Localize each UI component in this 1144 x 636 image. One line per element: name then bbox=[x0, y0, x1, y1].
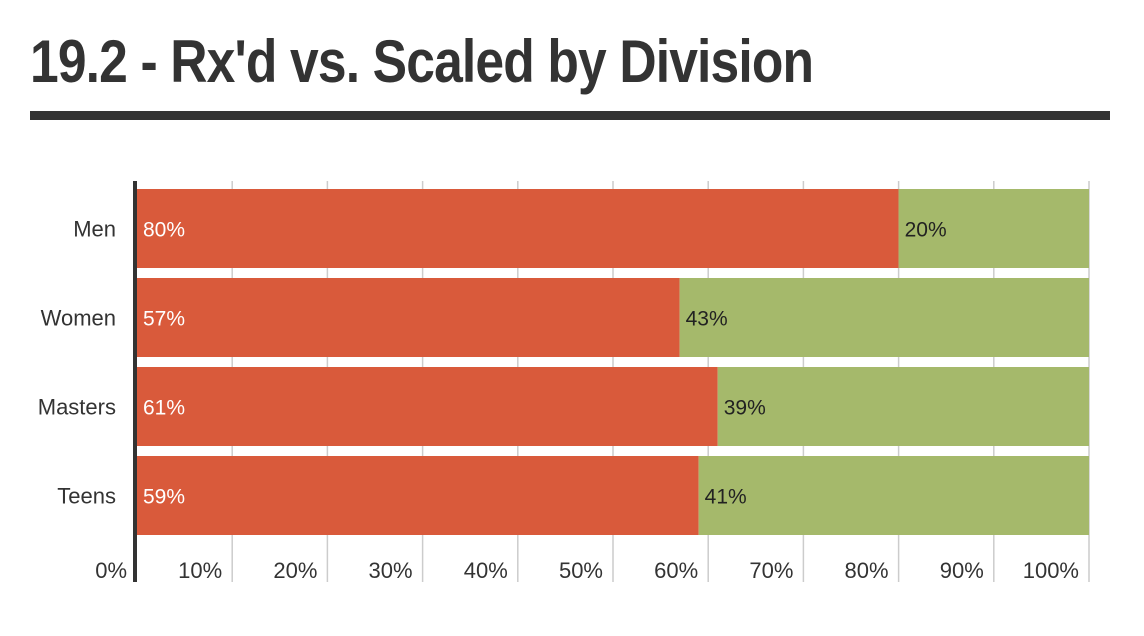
data-label: 80% bbox=[143, 219, 185, 242]
x-tick-label: 40% bbox=[464, 558, 508, 583]
x-tick-label: 70% bbox=[749, 558, 793, 583]
x-tick-label: 90% bbox=[940, 558, 984, 583]
data-label: 43% bbox=[686, 308, 728, 331]
bars bbox=[137, 189, 1089, 535]
bar-segment bbox=[717, 367, 1089, 446]
x-tick-label: 100% bbox=[1023, 558, 1079, 583]
bar-segment bbox=[137, 189, 899, 268]
category-labels: Men Women Masters Teens bbox=[38, 217, 116, 509]
bar-segment bbox=[137, 456, 699, 535]
x-tick-label: 50% bbox=[559, 558, 603, 583]
x-tick-label: 20% bbox=[273, 558, 317, 583]
data-label: 57% bbox=[143, 308, 185, 331]
chart-title: 19.2 - Rx'd vs. Scaled by Division bbox=[30, 28, 814, 95]
data-label: 59% bbox=[143, 486, 185, 509]
title-underline bbox=[30, 111, 1110, 120]
bar-segment bbox=[698, 456, 1089, 535]
x-tick-label: 10% bbox=[178, 558, 222, 583]
x-tick-label: 30% bbox=[369, 558, 413, 583]
x-tick-label: 0% bbox=[95, 558, 127, 583]
bar-segment bbox=[898, 189, 1089, 268]
bar-segment bbox=[679, 278, 1089, 357]
bar-segment bbox=[137, 367, 718, 446]
data-label: 41% bbox=[705, 486, 747, 509]
value-labels: 80% 20% 57% 43% 61% 39% 59% 41% bbox=[143, 219, 947, 509]
x-tick-label: 80% bbox=[845, 558, 889, 583]
x-tick-label: 60% bbox=[654, 558, 698, 583]
data-label: 39% bbox=[724, 397, 766, 420]
category-label: Teens bbox=[57, 484, 116, 509]
category-label: Men bbox=[73, 217, 116, 242]
data-label: 20% bbox=[905, 219, 947, 242]
data-label: 61% bbox=[143, 397, 185, 420]
x-tick-labels: 0% 10% 20% 30% 40% 50% 60% 70% 80% 90% 100% bbox=[95, 558, 1079, 583]
category-label: Masters bbox=[38, 395, 116, 420]
category-label: Women bbox=[41, 306, 116, 331]
bar-segment bbox=[137, 278, 680, 357]
